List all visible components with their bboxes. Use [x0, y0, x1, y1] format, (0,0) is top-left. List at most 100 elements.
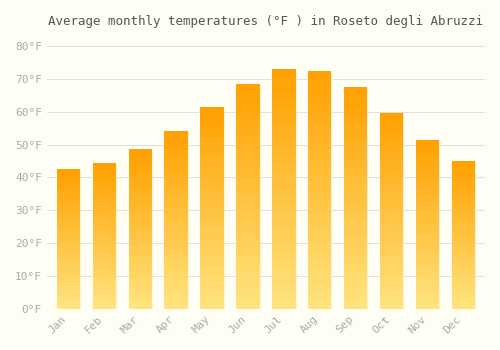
- Bar: [344, 190, 368, 198]
- Bar: [164, 226, 188, 232]
- Bar: [92, 236, 116, 240]
- Bar: [416, 202, 439, 207]
- Bar: [236, 219, 260, 226]
- Bar: [56, 272, 80, 276]
- Bar: [416, 151, 439, 156]
- Bar: [128, 277, 152, 282]
- Bar: [200, 154, 224, 161]
- Bar: [128, 171, 152, 176]
- Bar: [236, 189, 260, 196]
- Bar: [308, 142, 332, 150]
- Bar: [128, 160, 152, 165]
- Bar: [56, 178, 80, 183]
- Bar: [416, 298, 439, 303]
- Bar: [164, 250, 188, 256]
- Bar: [380, 263, 404, 270]
- Bar: [308, 214, 332, 222]
- Bar: [344, 250, 368, 257]
- Bar: [92, 231, 116, 236]
- Bar: [56, 295, 80, 300]
- Bar: [452, 289, 475, 294]
- Bar: [452, 259, 475, 264]
- Bar: [452, 161, 475, 166]
- Bar: [452, 240, 475, 245]
- Bar: [236, 204, 260, 211]
- Bar: [308, 277, 332, 285]
- Bar: [92, 163, 116, 309]
- Bar: [308, 158, 332, 166]
- Bar: [272, 85, 295, 93]
- Bar: [380, 276, 404, 283]
- Bar: [56, 183, 80, 188]
- Bar: [380, 113, 404, 309]
- Bar: [272, 157, 295, 165]
- Bar: [92, 197, 116, 202]
- Bar: [344, 220, 368, 228]
- Bar: [128, 240, 152, 245]
- Bar: [416, 145, 439, 151]
- Bar: [416, 179, 439, 185]
- Bar: [164, 131, 188, 137]
- Bar: [164, 238, 188, 244]
- Bar: [236, 129, 260, 136]
- Bar: [308, 293, 332, 301]
- Bar: [236, 226, 260, 234]
- Bar: [236, 196, 260, 204]
- Bar: [56, 262, 80, 267]
- Bar: [236, 144, 260, 151]
- Bar: [308, 110, 332, 118]
- Bar: [308, 166, 332, 174]
- Bar: [236, 286, 260, 294]
- Bar: [416, 281, 439, 286]
- Bar: [272, 301, 295, 309]
- Bar: [200, 215, 224, 221]
- Bar: [56, 225, 80, 230]
- Bar: [344, 294, 368, 301]
- Bar: [200, 194, 224, 201]
- Bar: [380, 289, 404, 296]
- Bar: [236, 114, 260, 121]
- Bar: [308, 245, 332, 253]
- Bar: [164, 155, 188, 161]
- Bar: [272, 101, 295, 109]
- Bar: [236, 106, 260, 114]
- Bar: [416, 207, 439, 213]
- Bar: [452, 190, 475, 195]
- Bar: [128, 208, 152, 213]
- Bar: [56, 230, 80, 234]
- Bar: [236, 99, 260, 106]
- Bar: [452, 161, 475, 309]
- Bar: [344, 242, 368, 250]
- Bar: [200, 248, 224, 255]
- Bar: [380, 113, 404, 120]
- Bar: [308, 102, 332, 110]
- Bar: [380, 296, 404, 302]
- Bar: [236, 249, 260, 256]
- Bar: [272, 253, 295, 261]
- Bar: [272, 133, 295, 141]
- Bar: [272, 117, 295, 125]
- Bar: [236, 91, 260, 99]
- Bar: [380, 218, 404, 224]
- Bar: [200, 302, 224, 309]
- Bar: [128, 250, 152, 256]
- Bar: [416, 162, 439, 168]
- Bar: [200, 201, 224, 208]
- Bar: [452, 220, 475, 225]
- Bar: [92, 280, 116, 285]
- Bar: [164, 208, 188, 214]
- Bar: [452, 270, 475, 274]
- Bar: [380, 224, 404, 231]
- Bar: [200, 295, 224, 302]
- Bar: [164, 232, 188, 238]
- Bar: [236, 294, 260, 301]
- Bar: [452, 205, 475, 210]
- Bar: [164, 131, 188, 309]
- Bar: [344, 87, 368, 95]
- Bar: [272, 69, 295, 309]
- Bar: [452, 294, 475, 299]
- Bar: [272, 285, 295, 293]
- Bar: [344, 117, 368, 124]
- Bar: [308, 182, 332, 190]
- Bar: [92, 163, 116, 167]
